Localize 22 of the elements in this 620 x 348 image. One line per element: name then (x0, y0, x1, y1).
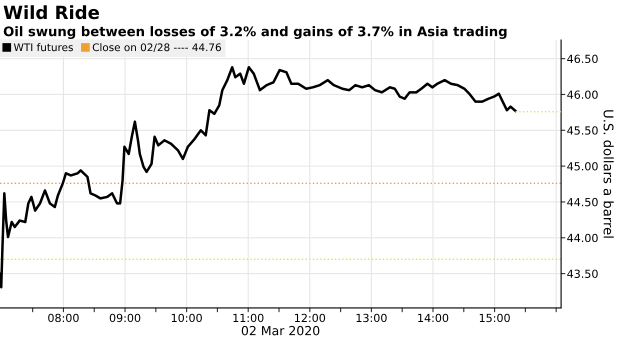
x-axis-title: 02 Mar 2020 (242, 326, 320, 336)
y-tick-label: 46.50 (567, 54, 598, 64)
legend-label: Close on 02/28 ---- 44.76 (92, 43, 221, 52)
x-tick-label: 09:00 (110, 314, 140, 322)
y-tick-label: 44.50 (567, 198, 598, 206)
y-tick-label: 45.00 (567, 162, 598, 170)
x-tick-label: 08:00 (48, 314, 79, 322)
y-tick-label: 46.00 (567, 90, 598, 99)
x-tick-label: 13:00 (356, 314, 387, 322)
x-tick-label: 12:00 (295, 314, 326, 322)
chart-subtitle: Oil swung between losses of 3.2% and gains of 3.7% in Asia trading (4, 26, 507, 39)
chart-title: Wild Ride (4, 5, 99, 20)
y-tick-label: 43.50 (567, 270, 598, 278)
y-axis-title: U.S. dollars a barrel (604, 110, 614, 238)
y-tick-label: 45.50 (567, 126, 598, 135)
legend-label: WTI futures (14, 43, 73, 52)
line-series (0, 66, 517, 288)
x-tick-label: 11:00 (233, 314, 264, 322)
x-tick-label: 10:00 (172, 314, 202, 322)
x-tick-label: 15:00 (480, 314, 510, 322)
y-tick-label: 44.00 (567, 234, 598, 242)
x-tick-label: 14:00 (418, 314, 448, 322)
